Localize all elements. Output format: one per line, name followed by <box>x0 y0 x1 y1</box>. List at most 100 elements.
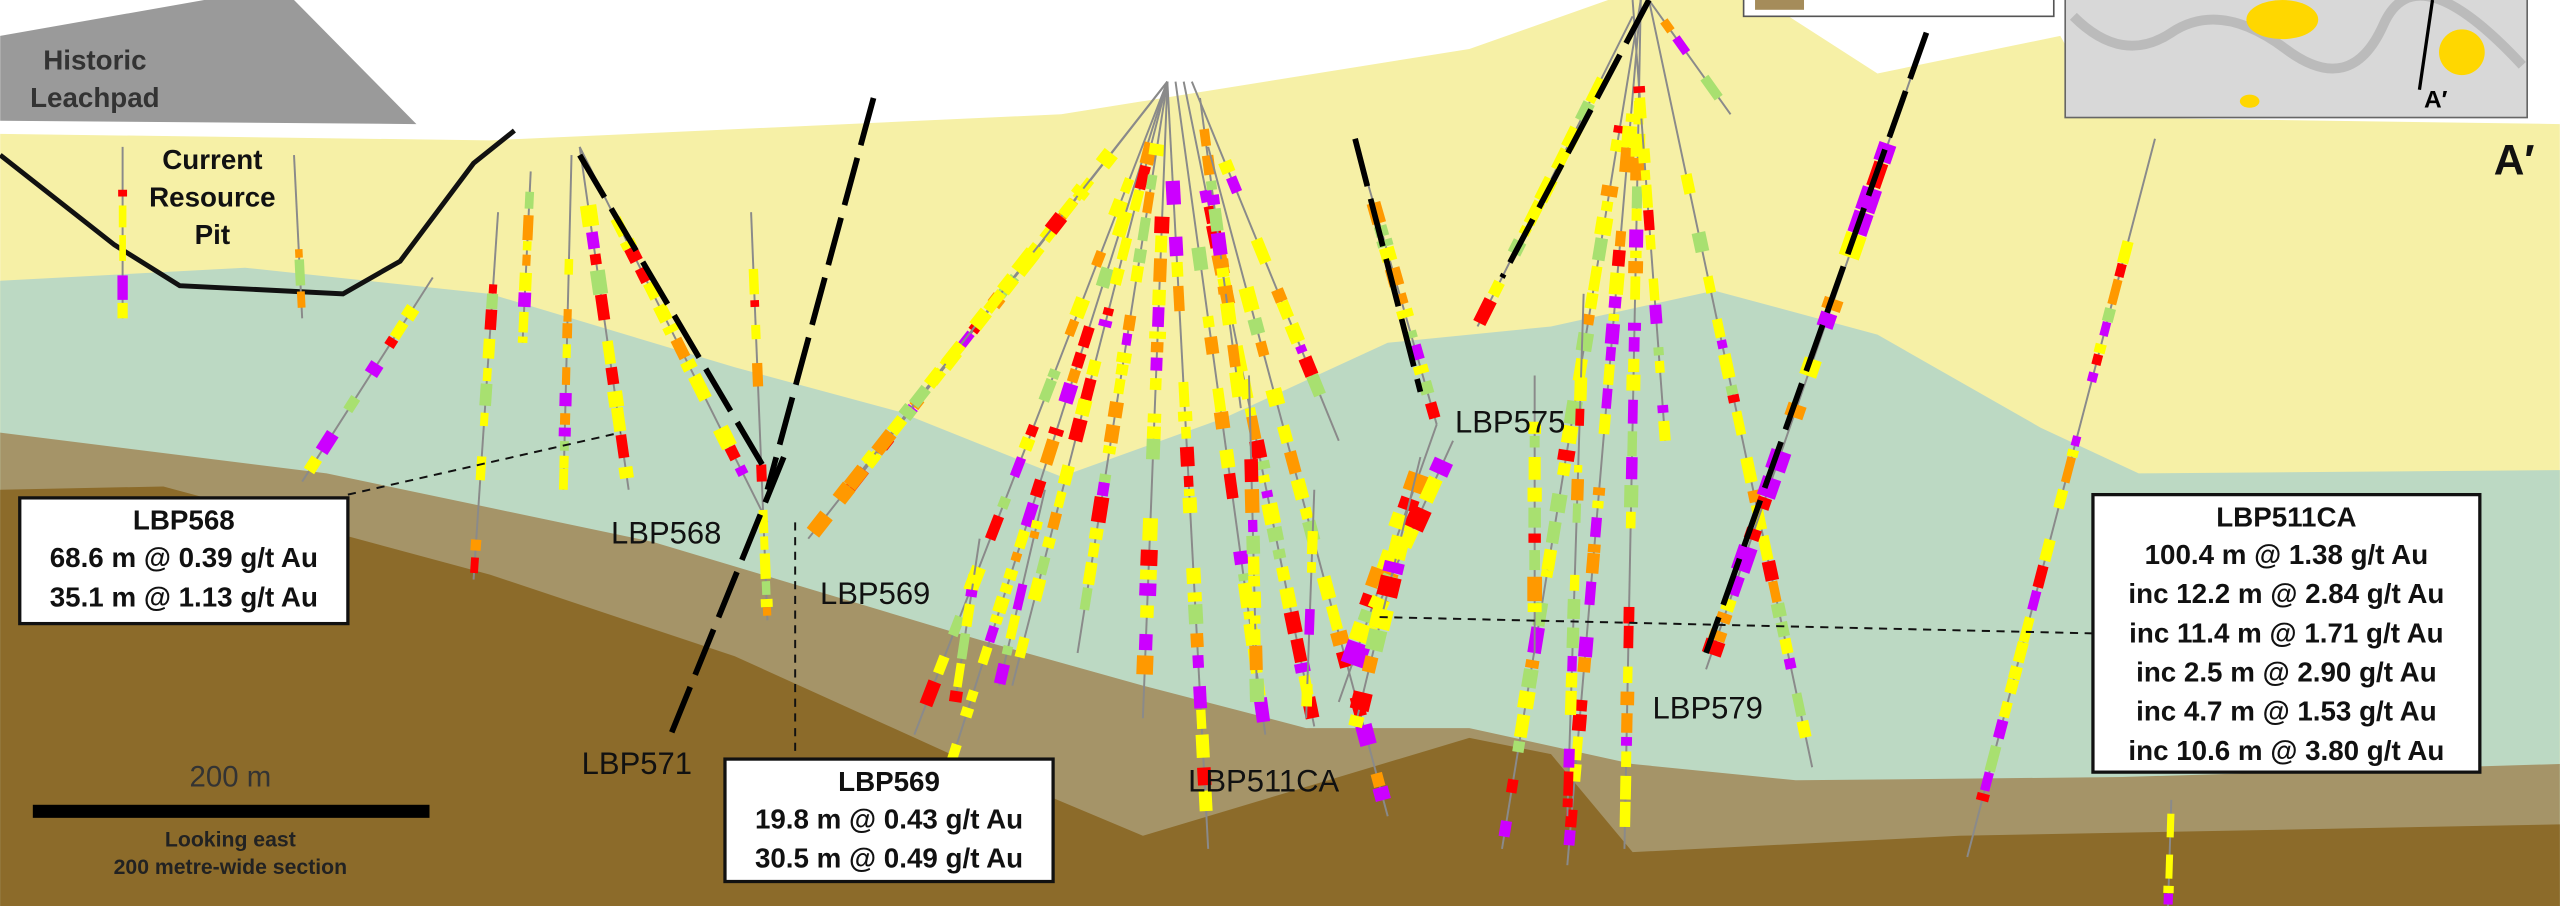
assay-interval <box>643 280 661 301</box>
assay-interval <box>1173 285 1185 312</box>
assay-interval <box>1700 74 1723 101</box>
assay-interval <box>1614 230 1627 247</box>
assay-interval <box>1276 565 1291 582</box>
assay-interval <box>908 384 931 409</box>
legend-box <box>1742 0 2055 18</box>
assay-interval <box>482 367 492 382</box>
label: 200 metre-wide section <box>114 856 347 879</box>
assay-interval <box>1498 820 1512 838</box>
assay-interval <box>1252 459 1271 472</box>
assay-interval <box>1605 346 1617 362</box>
assay-interval <box>1111 209 1133 239</box>
assay-interval <box>1027 577 1047 602</box>
assay-interval <box>400 304 420 322</box>
assay-interval <box>1404 329 1418 340</box>
assay-interval <box>1205 180 1218 191</box>
assay-interval <box>579 204 600 228</box>
assay-interval <box>1993 719 2009 740</box>
label: Pit <box>195 219 230 250</box>
assay-interval <box>1271 287 1288 304</box>
assay-interval <box>752 362 764 387</box>
assay-interval <box>1186 567 1202 585</box>
assay-interval <box>1219 448 1236 469</box>
assay-interval <box>843 464 869 491</box>
assay-interval <box>1086 359 1102 377</box>
assay-interval <box>1378 245 1398 263</box>
assay-interval <box>1609 138 1624 153</box>
assay-interval <box>1660 18 1675 34</box>
assay-interval <box>605 366 620 386</box>
assay-interval <box>1720 597 1737 613</box>
assay-interval <box>1575 331 1595 353</box>
assay-interval <box>1715 610 1733 625</box>
assay-interval <box>1386 534 1411 561</box>
assay-interval <box>1192 654 1205 669</box>
assay-interval <box>1096 481 1110 497</box>
hole-trace-highlight <box>764 97 877 491</box>
assay-interval <box>992 595 1010 615</box>
assay-interval <box>1244 489 1260 513</box>
assay-interval <box>1574 377 1588 402</box>
assay-interval <box>688 372 712 403</box>
assay-interval <box>1212 387 1227 413</box>
label: 100.4 m @ 1.38 g/t Au <box>2145 539 2429 570</box>
label: LBP579 <box>1653 690 1763 725</box>
assay-interval <box>1168 236 1184 257</box>
assay-interval <box>1130 265 1145 283</box>
assay-interval <box>1648 278 1660 301</box>
assay-interval <box>1584 581 1597 606</box>
assay-interval <box>1545 520 1562 545</box>
hole-trace-highlight <box>1499 0 1652 279</box>
assay-interval <box>610 406 627 433</box>
assay-interval <box>1584 292 1599 310</box>
label: A′ <box>2494 136 2535 183</box>
assay-interval <box>1393 292 1409 306</box>
label: LBP575 <box>1455 405 1565 440</box>
assay-interval <box>1227 343 1241 368</box>
assay-interval <box>1153 258 1168 283</box>
assay-interval <box>1095 147 1118 170</box>
assay-interval <box>1238 378 1254 400</box>
assay-interval <box>2004 678 2020 695</box>
label: LBP568 <box>611 516 721 551</box>
assay-interval <box>1604 323 1621 345</box>
assay-interval <box>2027 589 2042 612</box>
assay-interval <box>619 237 637 252</box>
hole-trace-highlight <box>1703 31 1930 654</box>
assay-interval <box>1487 279 1505 298</box>
assay-interval <box>2091 353 2104 366</box>
assay-interval <box>1102 444 1117 455</box>
assay-interval <box>1654 360 1665 374</box>
assay-interval <box>1115 363 1129 376</box>
assay-interval <box>993 662 1010 686</box>
assay-interval <box>1572 503 1582 523</box>
label: Leachpad <box>30 82 160 113</box>
assay-interval <box>589 253 602 266</box>
label: 30.5 m @ 0.49 g/t Au <box>755 843 1023 874</box>
assay-interval <box>1217 285 1233 295</box>
assay-interval <box>1587 543 1601 553</box>
assay-interval <box>1718 353 1736 380</box>
assay-interval <box>1370 771 1386 788</box>
assay-interval <box>1691 231 1710 254</box>
assay-interval <box>1226 175 1243 195</box>
assay-interval <box>1116 236 1133 262</box>
assay-interval <box>1592 487 1606 496</box>
assay-interval <box>1148 142 1165 157</box>
assay-interval <box>1165 180 1182 206</box>
assay-interval <box>861 449 881 469</box>
assay-interval <box>1600 184 1619 198</box>
assay-interval <box>1355 723 1377 747</box>
assay-interval <box>1243 610 1255 620</box>
assay-interval <box>1388 511 1416 534</box>
assay-interval <box>1080 377 1097 402</box>
assay-interval <box>898 402 918 421</box>
assay-interval <box>1035 555 1051 576</box>
assay-interval <box>1563 771 1574 796</box>
assay-interval <box>1030 478 1047 499</box>
assay-interval <box>1402 470 1430 496</box>
assay-interval <box>1020 501 1039 528</box>
assay-interval <box>1058 197 1079 219</box>
assay-interval <box>1768 580 1782 604</box>
